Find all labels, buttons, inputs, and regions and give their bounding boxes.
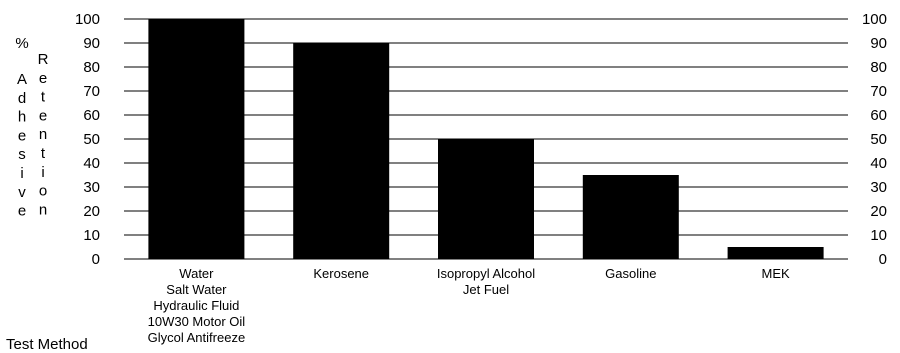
bar bbox=[148, 19, 245, 259]
x-category-label: Water Salt Water Hydraulic Fluid 10W30 Moto… bbox=[148, 266, 246, 345]
y-tick-label-right: 20 bbox=[870, 203, 887, 220]
y-tick-label-left: 90 bbox=[83, 35, 100, 52]
y-tick-label-right: 100 bbox=[862, 11, 887, 28]
y-axis-label: % A d h e s i v e R e t e n t i o n bbox=[15, 35, 48, 220]
bar bbox=[727, 247, 824, 259]
x-category-label: Kerosene bbox=[313, 266, 369, 281]
y-tick-label-left: 0 bbox=[92, 251, 100, 268]
left-y-tick-labels: 0 10 20 30 40 50 60 70 80 90 100 bbox=[75, 11, 100, 268]
y-tick-label-left: 70 bbox=[83, 83, 100, 100]
y-tick-label-left: 20 bbox=[83, 203, 100, 220]
y-tick-label-left: 10 bbox=[83, 227, 100, 244]
right-y-tick-labels: 0 10 20 30 40 50 60 70 80 90 100 bbox=[862, 11, 887, 268]
y-tick-label-left: 100 bbox=[75, 11, 100, 28]
y-tick-label-right: 0 bbox=[879, 251, 887, 268]
bar bbox=[293, 43, 390, 259]
y-tick-label-right: 10 bbox=[870, 227, 887, 244]
footer-text: Test Method bbox=[6, 336, 88, 353]
y-tick-label-right: 60 bbox=[870, 107, 887, 124]
y-tick-label-left: 60 bbox=[83, 107, 100, 124]
bar bbox=[582, 175, 679, 259]
y-axis-label-percent: % bbox=[15, 35, 28, 52]
x-category-labels: Water Salt Water Hydraulic Fluid 10W30 Moto… bbox=[148, 266, 790, 345]
x-category-label: Isopropyl Alcohol Jet Fuel bbox=[437, 266, 535, 297]
y-tick-label-right: 30 bbox=[870, 179, 887, 196]
y-tick-label-left: 40 bbox=[83, 155, 100, 172]
bar bbox=[438, 139, 534, 259]
bars bbox=[148, 19, 824, 259]
x-category-label: Gasoline bbox=[605, 266, 656, 281]
y-tick-label-right: 40 bbox=[870, 155, 887, 172]
x-category-label: MEK bbox=[762, 266, 791, 281]
y-tick-label-right: 50 bbox=[870, 131, 887, 148]
y-tick-label-right: 80 bbox=[870, 59, 887, 76]
y-tick-label-left: 30 bbox=[83, 179, 100, 196]
y-tick-label-right: 90 bbox=[870, 35, 887, 52]
y-tick-label-left: 50 bbox=[83, 131, 100, 148]
y-tick-label-left: 80 bbox=[83, 59, 100, 76]
y-tick-label-right: 70 bbox=[870, 83, 887, 100]
